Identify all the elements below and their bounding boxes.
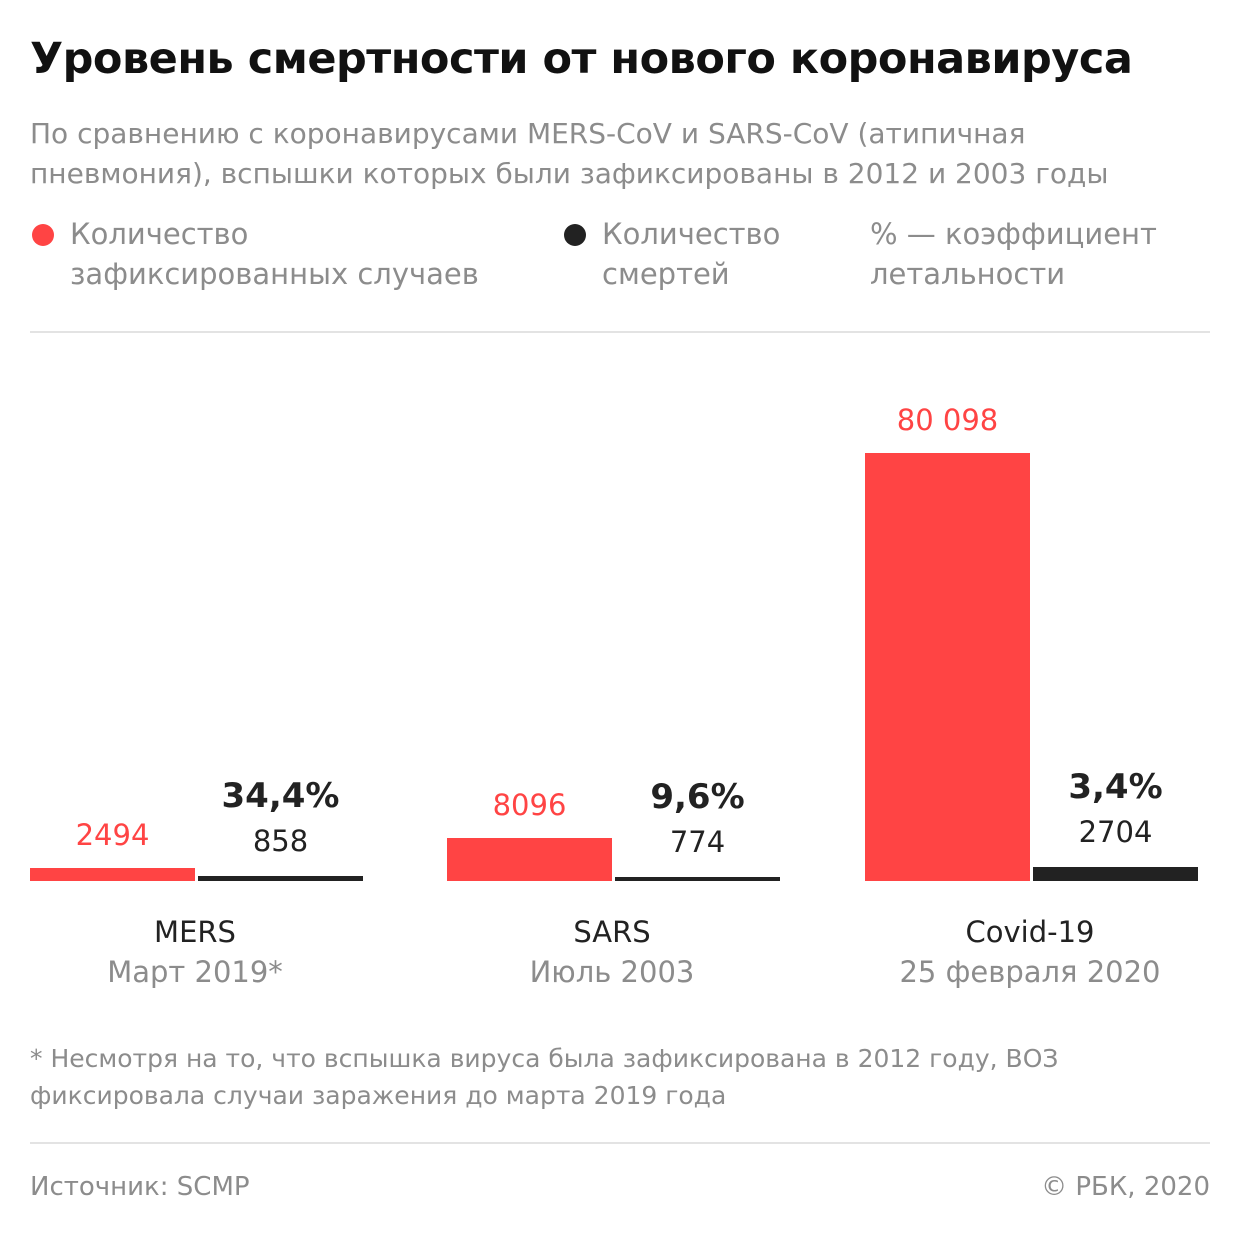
chart-title: Уровень смертности от нового коронавирус…	[30, 34, 1133, 84]
divider-bottom	[30, 1142, 1210, 1144]
fatality-rate-label: 34,4%	[221, 776, 340, 817]
cases-label: 8096	[492, 787, 567, 822]
bar-deaths	[615, 876, 780, 881]
red-dot-icon	[32, 224, 54, 246]
footnote: * Несмотря на то, что вспышка вируса был…	[30, 1044, 1059, 1110]
deaths-label: 774	[669, 824, 726, 859]
copyright: © РБК, 2020	[1041, 1172, 1210, 1202]
bar-deaths	[1033, 866, 1198, 881]
fatality-rate-label: 9,6%	[650, 776, 745, 817]
category-label: SARS	[573, 915, 651, 949]
category-label: Covid-19	[965, 915, 1095, 949]
bar-cases	[30, 867, 195, 881]
category-date: Март 2019*	[107, 955, 283, 989]
deaths-label: 2704	[1078, 814, 1153, 849]
bar-cases	[447, 837, 612, 881]
category-date: 25 февраля 2020	[899, 955, 1161, 989]
legend-cases-label: Количество зафиксированных случаев	[70, 217, 479, 291]
legend-deaths-label: Количество смертей	[602, 217, 781, 291]
deaths-label: 858	[252, 824, 309, 859]
black-dot-icon	[564, 224, 586, 246]
divider-top	[30, 331, 1210, 333]
category-date: Июль 2003	[529, 955, 695, 989]
bar-deaths	[198, 876, 363, 881]
legend-rate: % — коэффициент летальности	[870, 217, 1157, 291]
cases-label: 2494	[75, 817, 150, 852]
chart-subtitle: По сравнению с коронавирусами MERS-CoV и…	[30, 117, 1109, 190]
category-label: MERS	[154, 915, 236, 949]
cases-label: 80 098	[896, 403, 999, 437]
source: Источник: SCMP	[30, 1172, 250, 1202]
legend-deaths: Количество смертей	[564, 214, 802, 294]
bar-cases	[865, 453, 1030, 881]
fatality-rate-label: 3,4%	[1068, 766, 1163, 807]
legend-cases: Количество зафиксированных случаев	[32, 214, 500, 294]
